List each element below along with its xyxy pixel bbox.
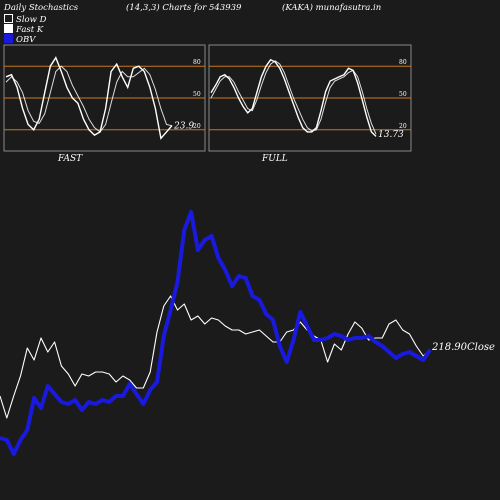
last-price-suffix: Close — [467, 342, 495, 353]
fast-last-value: 23.9 — [173, 122, 194, 132]
chart-symbol: (KAKA) munafasutra.in — [282, 3, 382, 13]
legend-label-slow-d: Slow D — [16, 15, 47, 25]
full-panel-label: FULL — [262, 154, 288, 164]
full-level-label-50: 50 — [399, 91, 407, 98]
legend-fast-k: Fast K — [4, 24, 43, 35]
fast-level-label-80: 80 — [193, 59, 201, 66]
price-series-obv — [0, 210, 432, 456]
price-series-close — [0, 295, 431, 419]
legend-swatch-obv — [4, 34, 13, 43]
fast-series-slow-d — [5, 65, 173, 133]
legend-label-obv: OBV — [16, 35, 36, 45]
fast-level-label-50: 50 — [193, 91, 201, 98]
full-series-full-k — [210, 58, 377, 137]
fast-level-label-20: 20 — [193, 123, 201, 130]
legend-slow-d: Slow D — [4, 14, 46, 25]
legend-swatch-slow-d — [4, 14, 13, 23]
legend-label-fast-k: Fast K — [16, 25, 44, 35]
fast-panel: 80 50 20 23.9 — [3, 44, 206, 152]
legend-swatch-fast-k — [4, 24, 13, 33]
chart-title: Daily Stochastics — [4, 3, 79, 13]
full-panel: 80 50 20 13.73 — [208, 44, 412, 152]
price-obv-plot — [0, 210, 432, 456]
legend-obv: OBV — [4, 34, 35, 45]
full-last-value: 13.73 — [378, 130, 404, 140]
chart-params: (14,3,3) Charts for 543939 — [126, 3, 242, 13]
last-price-label: 218.90Close — [432, 342, 495, 353]
full-level-label-20: 20 — [399, 123, 407, 130]
last-price-value: 218.90 — [432, 342, 467, 353]
fast-panel-label: FAST — [58, 154, 83, 164]
fast-series-fast-k — [5, 56, 173, 140]
full-series-full-d — [210, 60, 377, 135]
full-level-label-80: 80 — [399, 59, 407, 66]
